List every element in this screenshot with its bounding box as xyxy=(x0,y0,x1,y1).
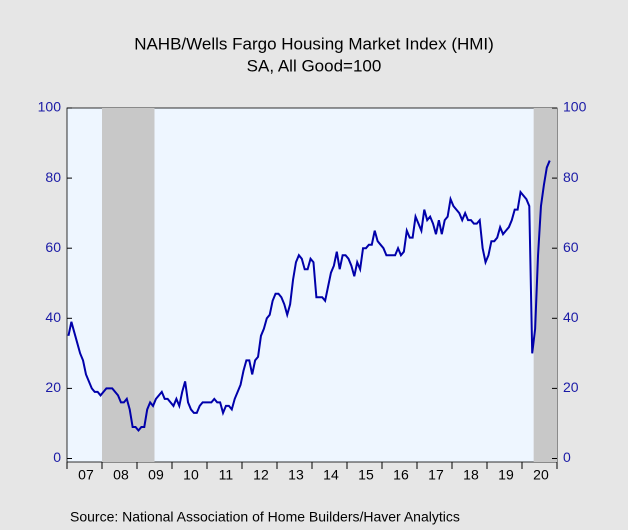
x-tick-label: 16 xyxy=(393,467,409,483)
x-tick-label: 14 xyxy=(323,467,339,483)
x-tick-label: 12 xyxy=(253,467,269,483)
x-tick-label: 18 xyxy=(463,467,479,483)
y2-tick-label: 0 xyxy=(563,449,571,465)
x-tick-label: 11 xyxy=(219,467,234,483)
y2-tick-label: 40 xyxy=(563,309,579,325)
chart-subtitle: SA, All Good=100 xyxy=(247,56,382,75)
x-tick-label: 19 xyxy=(498,467,514,483)
chart-title: NAHB/Wells Fargo Housing Market Index (H… xyxy=(134,34,494,53)
y-tick-label: 40 xyxy=(45,309,61,325)
y2-tick-label: 60 xyxy=(563,239,579,255)
y2-tick-label: 80 xyxy=(563,169,579,185)
y2-tick-label: 20 xyxy=(563,379,579,395)
y-tick-label: 60 xyxy=(45,239,61,255)
x-tick-label: 10 xyxy=(183,467,199,483)
y-tick-label: 20 xyxy=(45,379,61,395)
source-note: Source: National Association of Home Bui… xyxy=(70,509,460,525)
x-tick-label: 09 xyxy=(148,467,164,483)
y-tick-label: 100 xyxy=(38,99,62,115)
x-tick-label: 07 xyxy=(78,467,94,483)
y-tick-label: 80 xyxy=(45,169,61,185)
x-tick-label: 15 xyxy=(358,467,374,483)
recession-band xyxy=(533,108,557,462)
x-tick-label: 20 xyxy=(533,467,549,483)
x-tick-label: 08 xyxy=(113,467,129,483)
x-tick-label: 13 xyxy=(288,467,304,483)
y2-tick-label: 100 xyxy=(563,99,587,115)
x-tick-label: 17 xyxy=(428,467,444,483)
data-line xyxy=(67,160,551,433)
y-tick-label: 0 xyxy=(53,449,61,465)
